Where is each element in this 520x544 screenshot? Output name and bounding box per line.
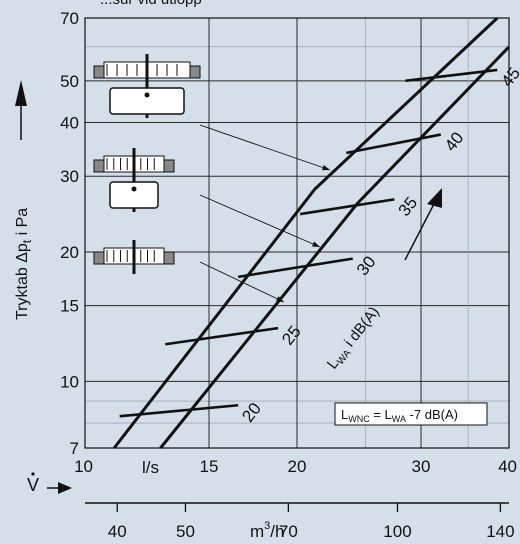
damper-icon-1 bbox=[93, 54, 201, 118]
direction-arrow-head bbox=[427, 188, 442, 208]
grid bbox=[84, 17, 510, 449]
x-tick-label: 30 bbox=[412, 457, 431, 476]
y-tick-label: 30 bbox=[60, 167, 79, 186]
formula-text: LWNC = LWA -7 dB(A) bbox=[341, 407, 458, 424]
y-tick-label: 70 bbox=[60, 9, 79, 28]
sound-line-25 bbox=[165, 326, 279, 346]
damper-hatch-right bbox=[163, 251, 175, 265]
damper-icon-3 bbox=[93, 240, 175, 274]
damper-icons bbox=[93, 54, 201, 274]
sound-line-label: 45 bbox=[497, 64, 520, 91]
x2-tick-label: 50 bbox=[176, 522, 195, 541]
damper-screw bbox=[131, 186, 137, 192]
plot-frame bbox=[84, 17, 510, 449]
y-tick-label: 50 bbox=[60, 72, 79, 91]
damper-icon-2 bbox=[93, 148, 175, 212]
y-tick-label: 15 bbox=[60, 297, 79, 316]
x-axis-arrow-head bbox=[58, 482, 72, 494]
damper-hatch-left bbox=[93, 159, 105, 173]
pointer-head bbox=[276, 296, 284, 302]
series-line-damper_high bbox=[112, 16, 499, 449]
x-tick-label: 40 bbox=[498, 457, 517, 476]
x-tick-label: 15 bbox=[200, 457, 219, 476]
x-tick-label: 20 bbox=[288, 457, 307, 476]
x-axis-symbol: V bbox=[27, 475, 39, 495]
y-axis-label-unit: i Pa bbox=[14, 208, 31, 240]
damper-screw bbox=[144, 92, 150, 98]
chart-title-partial: ...sur vid utlopp bbox=[100, 0, 202, 8]
damper-box bbox=[109, 181, 159, 209]
formula-box bbox=[334, 402, 488, 426]
x2-ticks: 40 50 70 100 140 bbox=[108, 503, 515, 541]
damper-hatch-right bbox=[189, 65, 201, 79]
pointer-line bbox=[199, 124, 331, 171]
x-tick-label: 10 bbox=[74, 457, 93, 476]
x2-tick-label: 40 bbox=[108, 522, 127, 541]
direction-arrow-shaft bbox=[404, 199, 437, 261]
y-tick-label: 20 bbox=[60, 243, 79, 262]
svg-text:Tryktab Δpt i Pa: Tryktab Δpt i Pa bbox=[14, 208, 34, 320]
x-axis-symbol-dot bbox=[31, 472, 35, 476]
x2-tick-label: 140 bbox=[486, 522, 514, 541]
sound-line-30 bbox=[237, 257, 353, 279]
damper-hatch-left bbox=[93, 251, 105, 265]
y-axis-label-main: Tryktab Δp bbox=[14, 243, 31, 320]
pointer-line bbox=[199, 194, 321, 248]
pointer-head bbox=[312, 241, 320, 247]
sound-line-40 bbox=[346, 133, 441, 155]
damper-hatch-right bbox=[163, 159, 175, 173]
y-tick-label: 10 bbox=[60, 372, 79, 391]
pointer-head bbox=[322, 164, 330, 171]
x2-tick-label: 100 bbox=[383, 522, 411, 541]
y-tick-label: 40 bbox=[60, 114, 79, 133]
x2-axis-unit: m3/h bbox=[250, 520, 284, 541]
series-lines bbox=[112, 16, 511, 449]
y-tick-label: 7 bbox=[70, 439, 79, 458]
pointer-arrows bbox=[199, 124, 331, 303]
series-line-damper_low bbox=[159, 45, 511, 449]
damper-box bbox=[109, 87, 185, 115]
y-axis-label: Tryktab Δpt i Pa bbox=[14, 208, 34, 320]
pointer-line bbox=[199, 261, 285, 303]
sound-line-35 bbox=[299, 198, 395, 216]
damper-hatch-left bbox=[93, 65, 105, 79]
y-axis-arrow-head bbox=[15, 80, 27, 106]
y-axis-label-sub: t bbox=[20, 239, 34, 243]
x2-tick-label: 70 bbox=[279, 522, 298, 541]
sound-line-45 bbox=[405, 68, 498, 83]
x-axis-unit: l/s bbox=[142, 458, 159, 477]
